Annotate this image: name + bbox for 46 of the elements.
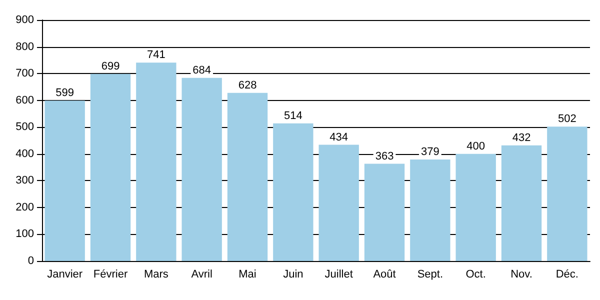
y-tick-label: 200 bbox=[16, 201, 34, 214]
data-label: 432 bbox=[512, 132, 531, 144]
y-tick-label: 700 bbox=[16, 68, 34, 80]
y-tick-label: 100 bbox=[16, 228, 34, 240]
bar bbox=[547, 126, 588, 261]
bar bbox=[364, 164, 405, 261]
data-label: 514 bbox=[284, 110, 302, 122]
y-tick-label: 0 bbox=[28, 255, 34, 267]
data-label: 379 bbox=[420, 146, 440, 158]
bar bbox=[90, 74, 131, 261]
x-tick-label: Janvier bbox=[47, 268, 83, 280]
data-label: 502 bbox=[558, 113, 576, 126]
data-label: 400 bbox=[466, 140, 486, 152]
bar bbox=[182, 78, 222, 261]
data-label: 628 bbox=[238, 79, 257, 92]
y-tick-label: 300 bbox=[16, 174, 34, 187]
bar bbox=[410, 160, 450, 261]
y-tick-label: 800 bbox=[16, 40, 34, 53]
bar bbox=[44, 100, 85, 261]
y-tick-label: 900 bbox=[16, 14, 34, 26]
x-tick-label: Juin bbox=[283, 268, 304, 280]
x-tick-label: Mai bbox=[238, 268, 256, 280]
x-tick-label: Oct. bbox=[466, 268, 486, 280]
x-tick-label: Août bbox=[373, 268, 396, 280]
data-label: 434 bbox=[330, 131, 348, 144]
data-label: 684 bbox=[192, 64, 212, 76]
y-tick-label: 600 bbox=[16, 94, 34, 106]
bar bbox=[456, 154, 496, 261]
bar bbox=[318, 144, 359, 261]
bar bbox=[501, 145, 542, 261]
y-tick-label: 500 bbox=[16, 121, 34, 134]
bar bbox=[136, 62, 176, 261]
x-tick-label: Juillet bbox=[324, 268, 353, 280]
y-tick-label: 400 bbox=[16, 148, 34, 160]
x-tick-label: Nov. bbox=[510, 268, 532, 280]
x-tick-label: Déc. bbox=[556, 268, 578, 280]
bar bbox=[273, 123, 314, 261]
x-tick-label: Avril bbox=[191, 268, 212, 280]
data-label: 363 bbox=[375, 150, 394, 162]
data-label: 741 bbox=[146, 49, 166, 62]
data-label: 599 bbox=[56, 87, 74, 100]
data-label: 699 bbox=[101, 60, 120, 72]
bar bbox=[227, 92, 268, 261]
x-tick-label: Mars bbox=[144, 268, 169, 280]
x-tick-label: Février bbox=[93, 268, 128, 280]
x-tick-label: Sept. bbox=[417, 268, 444, 280]
